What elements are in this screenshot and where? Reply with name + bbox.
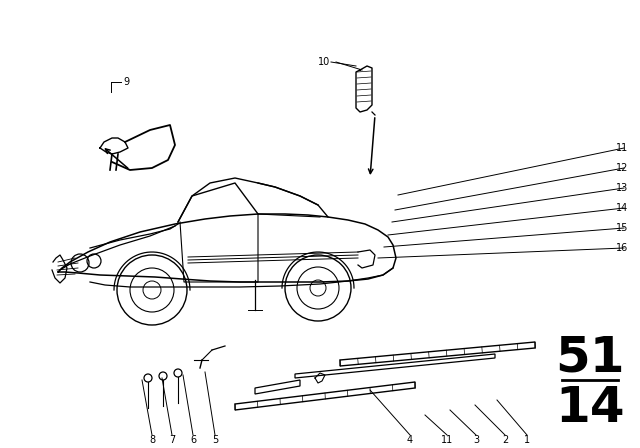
Text: 14: 14	[555, 384, 625, 432]
Text: 51: 51	[555, 334, 625, 382]
Text: 7: 7	[169, 435, 175, 445]
Text: 1: 1	[524, 435, 530, 445]
Text: 11: 11	[616, 143, 628, 153]
Text: 9: 9	[123, 77, 129, 87]
Text: 15: 15	[616, 223, 628, 233]
Text: 14: 14	[616, 203, 628, 213]
Text: 12: 12	[616, 163, 628, 173]
Text: 6: 6	[190, 435, 196, 445]
Text: 13: 13	[616, 183, 628, 193]
Text: 8: 8	[149, 435, 155, 445]
Text: 11: 11	[441, 435, 453, 445]
Text: 2: 2	[502, 435, 508, 445]
Text: 10: 10	[318, 57, 330, 67]
Text: 4: 4	[407, 435, 413, 445]
Text: 3: 3	[473, 435, 479, 445]
Text: 16: 16	[616, 243, 628, 253]
Text: 5: 5	[212, 435, 218, 445]
